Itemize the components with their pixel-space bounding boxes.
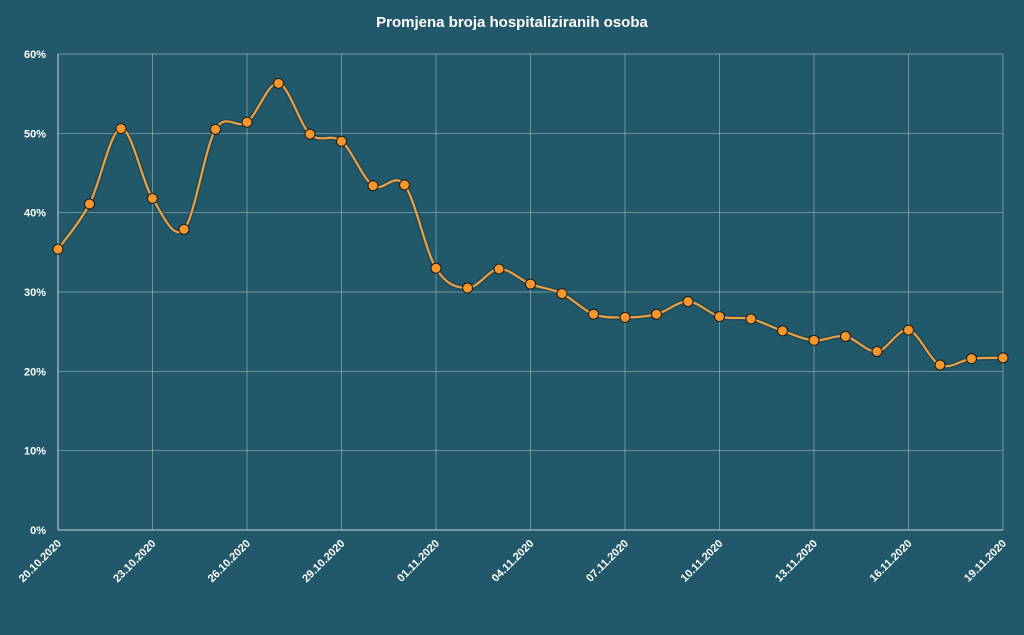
- data-point: [682, 296, 694, 308]
- data-point: [619, 311, 631, 323]
- x-tick-label: 29.10.2020: [300, 538, 347, 585]
- data-point: [997, 352, 1009, 364]
- x-axis-tick-labels: 20.10.2020 23.10.2020 26.10.2020 29.10.2020…: [17, 538, 1009, 585]
- x-gridlines: [57, 54, 1004, 530]
- data-point: [147, 192, 158, 204]
- x-tick-label: 20.10.2020: [17, 538, 64, 585]
- x-tick-label: 19.11.2020: [962, 538, 1009, 585]
- data-point: [273, 77, 284, 89]
- data-point: [304, 128, 316, 140]
- data-point: [651, 308, 662, 320]
- data-point: [336, 135, 347, 147]
- chart-title: Promjena broja hospitaliziranih osoba: [376, 14, 648, 31]
- data-point: [745, 313, 757, 325]
- data-point: [903, 324, 914, 336]
- data-point: [588, 308, 599, 320]
- data-point: [714, 311, 725, 323]
- data-point: [462, 282, 473, 294]
- y-tick-label: 0%: [30, 525, 46, 537]
- y-tick-label: 60%: [24, 49, 46, 61]
- data-point: [241, 116, 253, 128]
- x-tick-label: 01.11.2020: [395, 538, 442, 585]
- data-point: [525, 278, 536, 290]
- axes: [57, 54, 1003, 531]
- x-tick-label: 26.10.2020: [206, 538, 253, 585]
- x-tick-label: 23.10.2020: [111, 538, 158, 585]
- x-tick-label: 16.11.2020: [868, 538, 915, 585]
- y-axis-tick-labels: 0% 10% 20% 30% 40% 50% 60%: [24, 49, 46, 537]
- y-tick-label: 50%: [24, 128, 46, 140]
- y-tick-label: 40%: [24, 208, 46, 220]
- y-tick-label: 10%: [24, 446, 46, 458]
- data-point: [84, 198, 95, 210]
- y-tick-label: 30%: [24, 287, 46, 299]
- data-point: [808, 334, 820, 346]
- x-tick-label: 13.11.2020: [773, 538, 820, 585]
- data-point: [430, 262, 442, 274]
- x-tick-label: 07.11.2020: [584, 538, 631, 585]
- data-point: [556, 288, 568, 300]
- data-point: [210, 123, 221, 135]
- x-tick-label: 10.11.2020: [679, 538, 726, 585]
- data-point: [777, 325, 788, 337]
- data-point: [966, 353, 977, 365]
- data-points: [52, 77, 1009, 371]
- data-point: [399, 179, 410, 191]
- x-tick-label: 04.11.2020: [490, 538, 537, 585]
- y-tick-label: 20%: [24, 366, 46, 378]
- data-point: [115, 123, 127, 135]
- data-point: [871, 346, 883, 357]
- data-point: [493, 263, 505, 275]
- data-point: [367, 180, 379, 192]
- data-point: [934, 359, 946, 371]
- data-point: [178, 223, 190, 235]
- data-point: [840, 330, 851, 342]
- data-point: [52, 243, 64, 255]
